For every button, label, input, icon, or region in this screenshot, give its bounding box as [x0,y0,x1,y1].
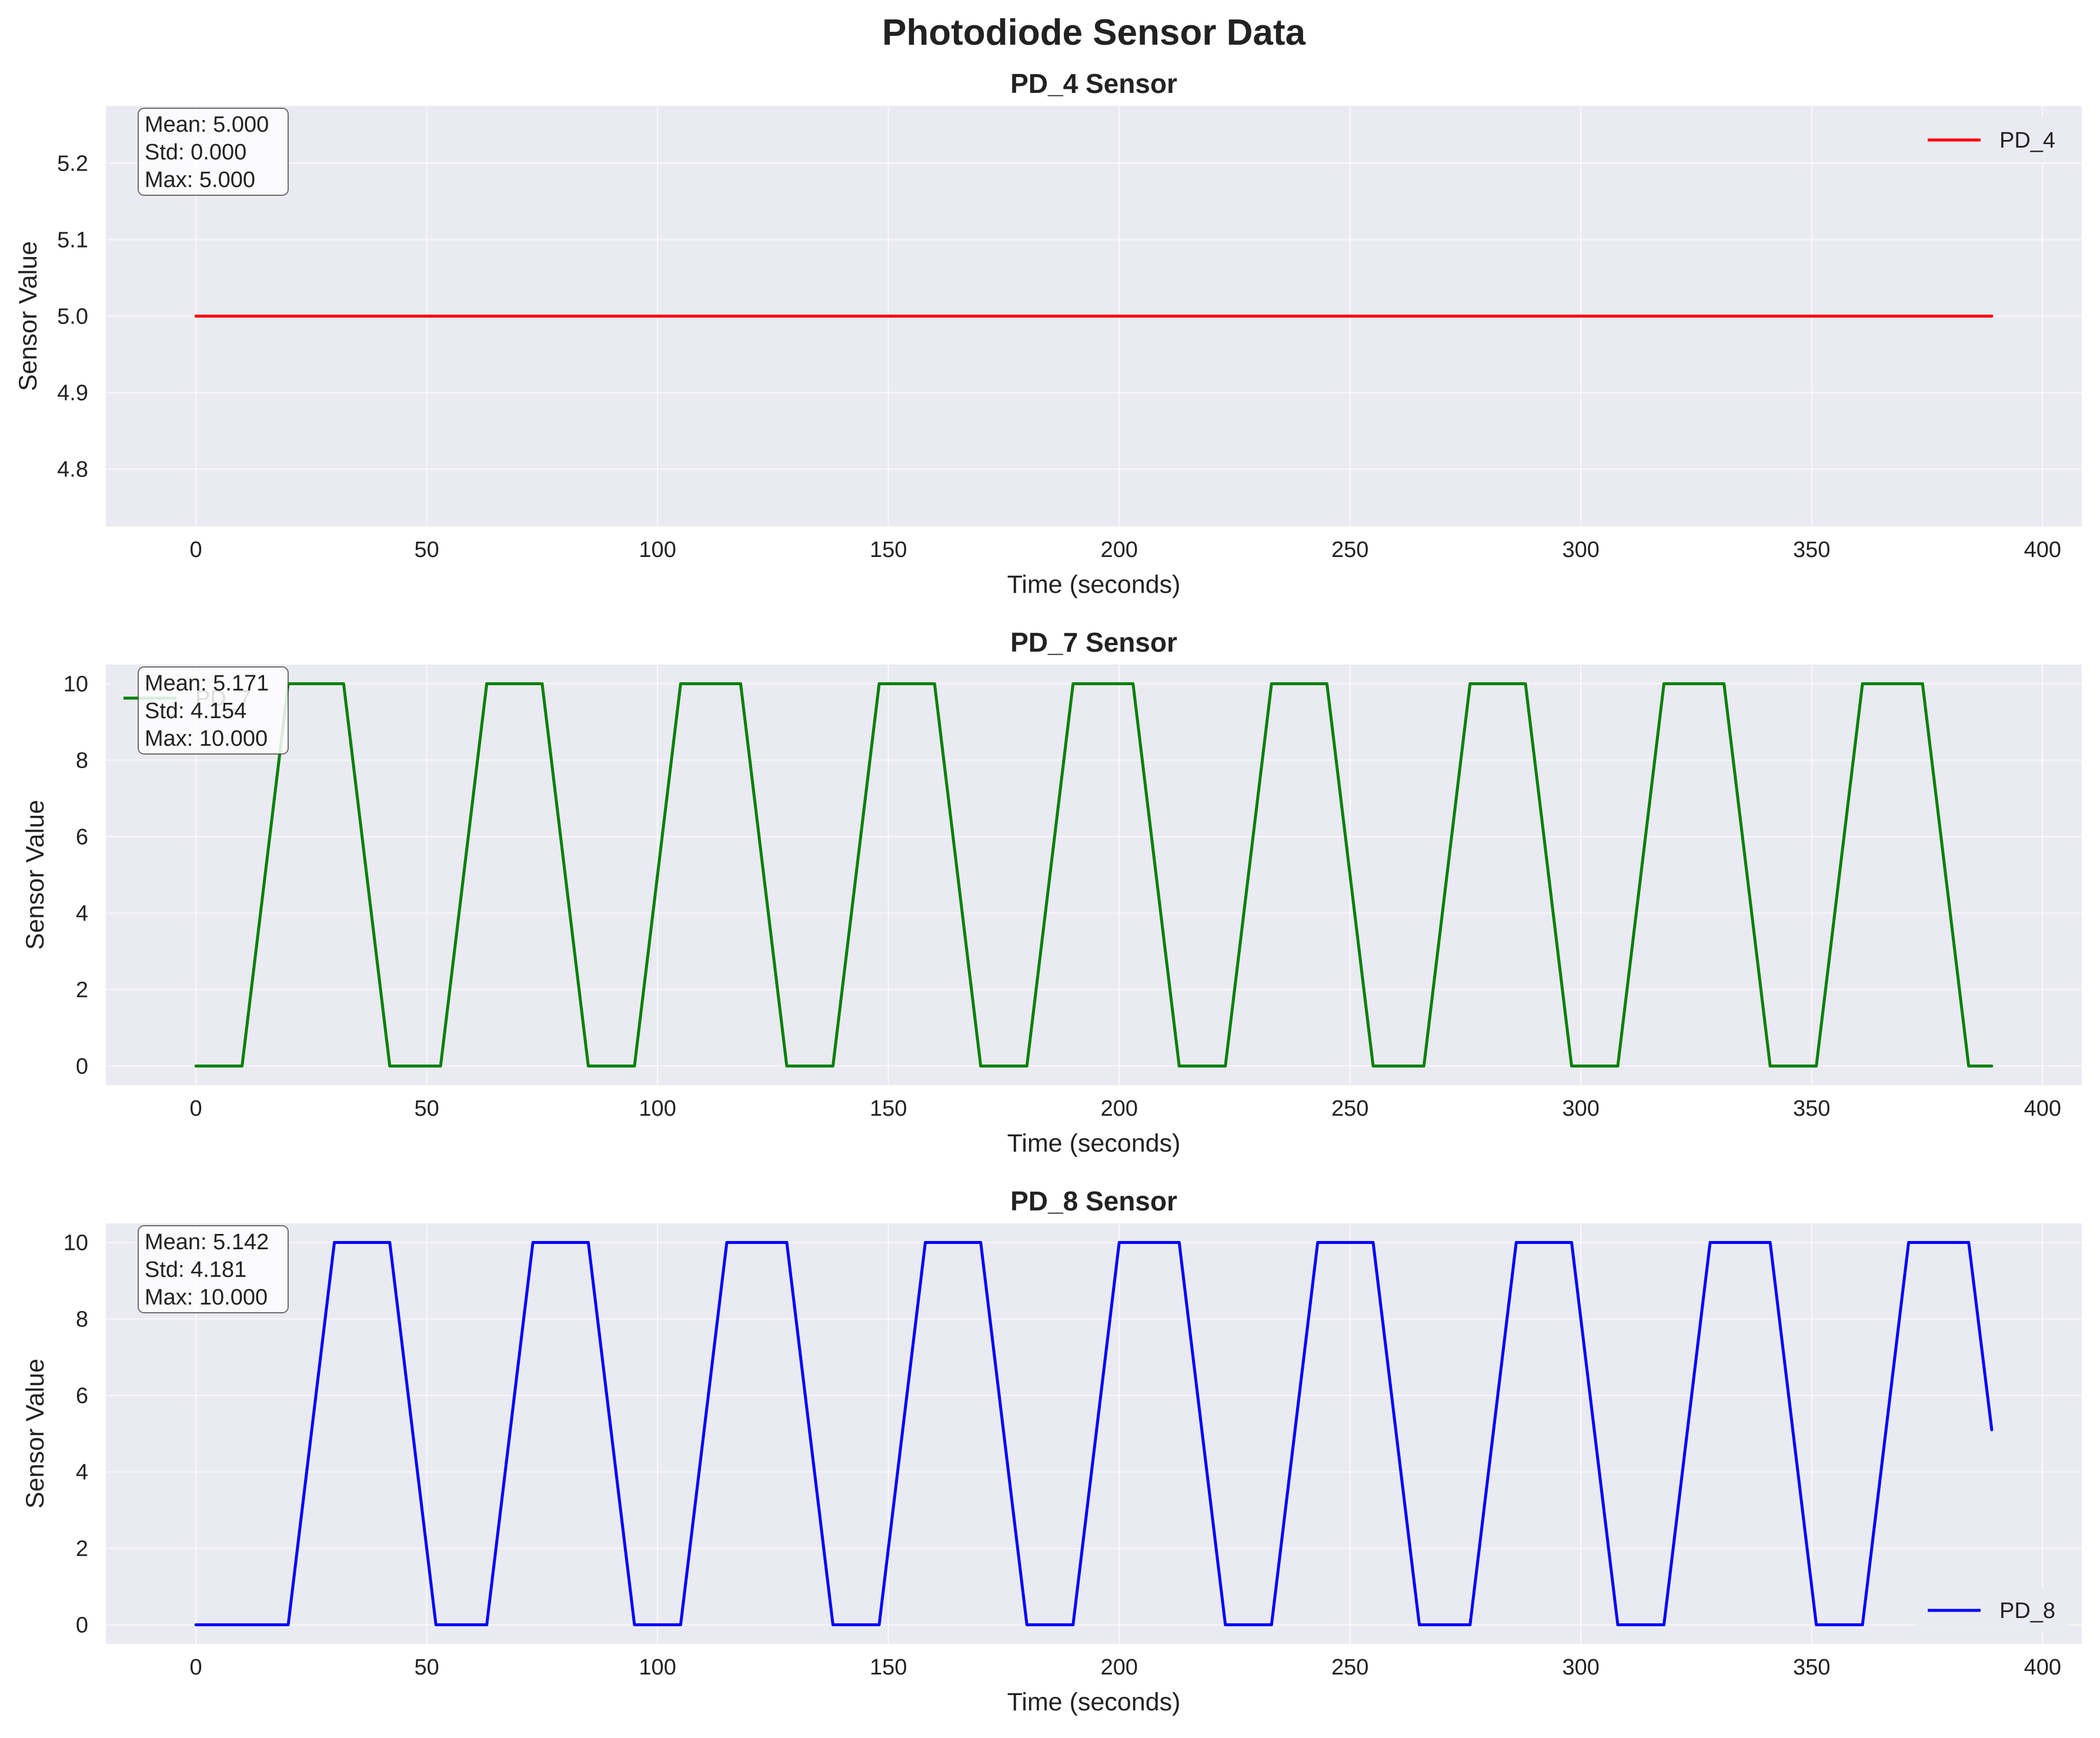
x-tick-label: 400 [2024,1655,2061,1680]
y-tick-label: 4 [76,902,88,926]
stats-box: Mean: 5.000 Std: 0.000 Max: 5.000 [138,108,289,196]
x-tick-label: 200 [1100,1096,1137,1121]
stats-line: Mean: 5.171 [145,671,269,696]
x-tick-label: 0 [190,1096,202,1121]
stats-line: Std: 4.181 [145,1257,246,1282]
legend-label: PD_4 [1999,128,2055,153]
y-tick-label: 10 [64,1231,88,1256]
y-tick-label: 4.9 [57,381,88,406]
stats-line: Mean: 5.142 [145,1230,269,1255]
y-tick-label: 8 [76,1307,88,1332]
x-tick-label: 0 [190,1655,202,1680]
stats-line: Max: 10.000 [145,1285,268,1310]
legend-frame [1915,118,2069,162]
x-tick-label: 350 [1793,1655,1830,1680]
x-tick-label: 100 [639,538,676,562]
y-axis-label: Sensor Value [14,241,42,391]
legend: PD_8 [1915,1588,2069,1633]
stats-box: Mean: 5.171 Std: 4.154 Max: 10.000 [138,666,289,755]
plot-area [106,665,2082,1085]
x-tick-label: 350 [1793,1096,1830,1121]
x-tick-label: 150 [870,1096,907,1121]
subplot-2: PD_7 Sensor 0 50 100 150 200 250 300 350 400 0 2 4 6 8… [21,627,2082,1157]
x-axis-label: Time (seconds) [1007,1688,1181,1716]
legend: PD_4 [1915,118,2069,162]
x-tick-label: 0 [190,538,202,562]
x-tick-label: 250 [1331,1655,1368,1680]
x-axis-label: Time (seconds) [1007,571,1181,599]
stats-line: Std: 0.000 [145,140,246,165]
stats-line: Std: 4.154 [145,699,246,723]
x-axis-label: Time (seconds) [1007,1129,1181,1157]
x-tick-label: 50 [414,1655,439,1680]
y-axis-label: Sensor Value [21,1359,49,1509]
stats-frame [138,666,289,755]
y-tick-label: 2 [76,978,88,1003]
y-tick-label: 0 [76,1613,88,1638]
x-tick-label: 100 [639,1096,676,1121]
x-tick-label: 200 [1100,1655,1137,1680]
x-tick-label: 150 [870,538,907,562]
y-axis-label: Sensor Value [21,800,49,950]
x-tick-label: 50 [414,538,439,562]
y-tick-label: 6 [76,825,88,850]
x-tick-label: 400 [2024,538,2061,562]
subplot-title: PD_8 Sensor [1010,1186,1177,1216]
stats-line: Mean: 5.000 [145,112,269,137]
subplot-title: PD_7 Sensor [1010,627,1177,658]
x-tick-label: 150 [870,1655,907,1680]
x-tick-label: 400 [2024,1096,2061,1121]
y-tick-label: 5.0 [57,305,88,329]
y-tick-label: 6 [76,1384,88,1409]
x-tick-label: 300 [1563,538,1600,562]
stats-frame [138,1225,289,1313]
legend-frame [1915,1588,2069,1633]
subplot-title: PD_4 Sensor [1010,68,1177,99]
x-tick-label: 300 [1563,1655,1600,1680]
x-tick-label: 250 [1331,1096,1368,1121]
y-tick-label: 0 [76,1055,88,1079]
stats-line: Max: 10.000 [145,726,268,751]
y-tick-label: 5.2 [57,152,88,176]
series-line-pd-7 [194,682,1994,1068]
y-tick-label: 5.1 [57,228,88,253]
y-tick-label: 10 [64,672,88,697]
stats-line: Max: 5.000 [145,168,255,192]
x-tick-label: 300 [1563,1096,1600,1121]
subplot-1: PD_4 Sensor 0 50 100 150 200 250 300 350 400 4.8 4.… [14,68,2082,599]
x-tick-label: 350 [1793,538,1830,562]
y-tick-label: 8 [76,749,88,773]
y-tick-label: 4.8 [57,458,88,482]
x-tick-label: 250 [1331,538,1368,562]
series-line-pd-8 [194,1241,1994,1626]
y-tick-label: 4 [76,1460,88,1485]
x-tick-label: 200 [1100,538,1137,562]
x-tick-label: 100 [639,1655,676,1680]
x-tick-label: 50 [414,1096,439,1121]
y-tick-label: 2 [76,1537,88,1562]
legend-label: PD_8 [1999,1599,2055,1623]
plot-area [106,1223,2082,1644]
figure-title: Photodiode Sensor Data [882,12,1306,53]
stats-frame [138,108,289,196]
subplot-3: PD_8 Sensor 0 50 100 150 200 250 300 350 400 0 2 4 6 8… [21,1186,2082,1716]
